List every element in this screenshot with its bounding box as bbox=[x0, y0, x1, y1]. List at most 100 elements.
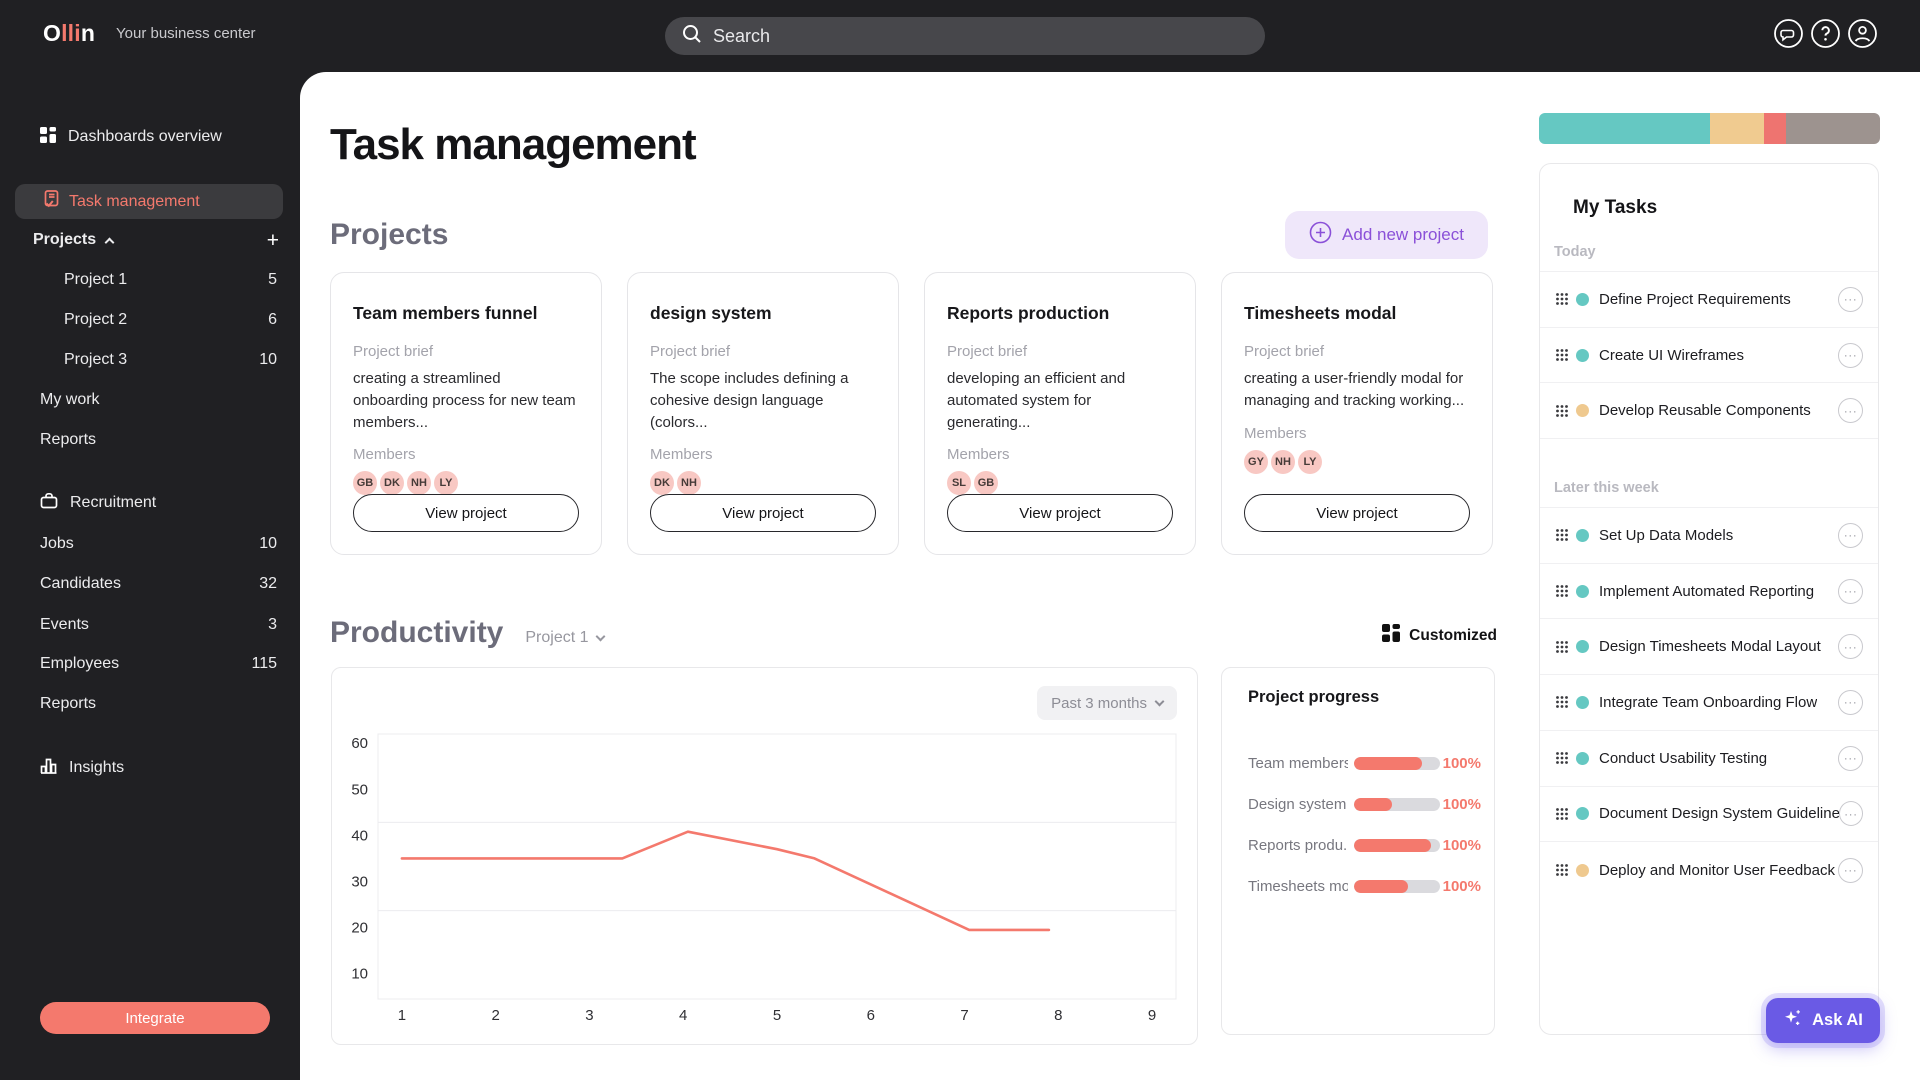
task-row[interactable]: Deploy and Monitor User Feedback ··· bbox=[1540, 842, 1878, 898]
view-project-button[interactable]: View project bbox=[1244, 494, 1470, 532]
drag-handle-icon[interactable] bbox=[1555, 751, 1569, 765]
chevron-up-icon bbox=[104, 237, 115, 247]
sidebar-item-insights[interactable]: Insights bbox=[0, 751, 300, 785]
dashboard-grid-icon bbox=[40, 126, 56, 148]
card-title: Reports production bbox=[947, 303, 1110, 323]
members-label: Members bbox=[650, 446, 713, 464]
customized-toggle[interactable]: Customized bbox=[1382, 624, 1497, 647]
avatar: DK bbox=[650, 471, 674, 496]
task-more-button[interactable]: ··· bbox=[1838, 342, 1863, 368]
drag-handle-icon[interactable] bbox=[1555, 348, 1569, 362]
sidebar-item-events[interactable]: Events 3 bbox=[40, 616, 277, 633]
drag-handle-icon[interactable] bbox=[1555, 807, 1569, 821]
svg-text:9: 9 bbox=[1148, 1007, 1156, 1024]
progress-track bbox=[1354, 798, 1440, 811]
task-more-button[interactable]: ··· bbox=[1838, 634, 1863, 660]
count-badge: 115 bbox=[251, 655, 277, 672]
task-more-button[interactable]: ··· bbox=[1838, 857, 1863, 883]
integrate-button[interactable]: Integrate bbox=[40, 1002, 270, 1034]
task-more-button[interactable]: ··· bbox=[1838, 745, 1863, 771]
task-row[interactable]: Integrate Team Onboarding Flow ··· bbox=[1540, 675, 1878, 731]
card-title: design system bbox=[650, 303, 772, 323]
drag-handle-icon[interactable] bbox=[1555, 528, 1569, 542]
svg-text:1: 1 bbox=[398, 1007, 406, 1024]
sidebar-item-employees[interactable]: Employees 115 bbox=[40, 655, 277, 672]
chat-icon[interactable] bbox=[1773, 18, 1804, 49]
sidebar-item-task-management[interactable]: Task management bbox=[15, 184, 283, 219]
svg-text:50: 50 bbox=[351, 781, 368, 798]
task-status-dot bbox=[1576, 348, 1589, 362]
members-label: Members bbox=[1244, 424, 1307, 442]
task-label: Develop Reusable Components bbox=[1599, 402, 1811, 420]
add-project-plus-icon[interactable]: + bbox=[266, 228, 279, 252]
task-more-button[interactable]: ··· bbox=[1838, 578, 1863, 604]
drag-handle-icon[interactable] bbox=[1555, 863, 1569, 877]
sidebar-item-candidates[interactable]: Candidates 32 bbox=[40, 575, 277, 592]
brief-label: Project brief bbox=[353, 343, 434, 360]
task-more-button[interactable]: ··· bbox=[1838, 398, 1863, 424]
task-more-button[interactable]: ··· bbox=[1838, 286, 1863, 312]
account-icon[interactable] bbox=[1847, 18, 1878, 49]
task-status-dot bbox=[1576, 863, 1589, 877]
svg-text:3: 3 bbox=[585, 1007, 593, 1024]
drag-handle-icon[interactable] bbox=[1555, 640, 1569, 654]
productivity-project-filter[interactable]: Project 1 bbox=[525, 629, 605, 647]
task-label: Create UI Wireframes bbox=[1599, 346, 1745, 364]
time-range-dropdown[interactable]: Past 3 months bbox=[1037, 686, 1177, 720]
sidebar-item-reports-2[interactable]: Reports bbox=[40, 695, 97, 712]
chevron-down-icon bbox=[1154, 696, 1165, 707]
sidebar-item-project-3[interactable]: Project 3 10 bbox=[64, 351, 277, 368]
task-row[interactable]: Implement Automated Reporting ··· bbox=[1540, 564, 1878, 620]
colorbar-segment bbox=[1764, 113, 1787, 144]
search-bar[interactable] bbox=[665, 17, 1265, 55]
drag-handle-icon[interactable] bbox=[1555, 404, 1569, 418]
task-row[interactable]: Conduct Usability Testing ··· bbox=[1540, 731, 1878, 787]
search-input[interactable] bbox=[713, 25, 1249, 47]
task-row[interactable]: Create UI Wireframes ··· bbox=[1540, 328, 1878, 384]
progress-track bbox=[1354, 880, 1440, 893]
sidebar-item-recruitment[interactable]: Recruitment bbox=[0, 486, 300, 520]
add-new-project-button[interactable]: Add new project bbox=[1285, 211, 1488, 259]
card-title: Team members funnel bbox=[353, 303, 538, 323]
project-card-reports-production: Reports production Project brief develop… bbox=[924, 272, 1196, 555]
sidebar-group-projects[interactable]: Projects + bbox=[33, 228, 279, 252]
drag-handle-icon[interactable] bbox=[1555, 292, 1569, 306]
drag-handle-icon[interactable] bbox=[1555, 695, 1569, 709]
task-row[interactable]: Set Up Data Models ··· bbox=[1540, 508, 1878, 564]
search-icon bbox=[681, 23, 703, 50]
app-tagline: Your business center bbox=[116, 25, 256, 42]
sidebar-item-my-work[interactable]: My work bbox=[40, 391, 100, 408]
sidebar-item-reports[interactable]: Reports bbox=[40, 431, 97, 448]
task-status-dot bbox=[1576, 528, 1589, 542]
task-row[interactable]: Design Timesheets Modal Layout ··· bbox=[1540, 619, 1878, 676]
view-project-button[interactable]: View project bbox=[947, 494, 1173, 532]
productivity-line-chart: 60 50 40 30 20 10 1 2 3 4 5 6 7 8 9 bbox=[351, 733, 1177, 1024]
progress-row: Timesheets mo... 100% bbox=[1222, 866, 1494, 907]
task-more-button[interactable]: ··· bbox=[1838, 522, 1863, 548]
avatar: NH bbox=[677, 471, 701, 496]
task-management-icon bbox=[43, 189, 60, 214]
sidebar-item-jobs[interactable]: Jobs 10 bbox=[40, 535, 277, 552]
view-project-button[interactable]: View project bbox=[650, 494, 876, 532]
sidebar-item-project-1[interactable]: Project 1 5 bbox=[64, 271, 277, 288]
task-row[interactable]: Define Project Requirements ··· bbox=[1540, 272, 1878, 328]
count-badge: 5 bbox=[268, 271, 277, 288]
task-row[interactable]: Develop Reusable Components ··· bbox=[1540, 383, 1878, 440]
progress-label: Timesheets mo... bbox=[1248, 878, 1348, 895]
view-project-button[interactable]: View project bbox=[353, 494, 579, 532]
avatar: GB bbox=[353, 471, 377, 496]
task-label: Conduct Usability Testing bbox=[1599, 749, 1768, 767]
help-icon[interactable] bbox=[1810, 18, 1841, 49]
sidebar-item-project-2[interactable]: Project 2 6 bbox=[64, 311, 277, 328]
progress-fill bbox=[1354, 798, 1392, 811]
task-more-button[interactable]: ··· bbox=[1838, 689, 1863, 715]
task-status-dot bbox=[1576, 751, 1589, 765]
ask-ai-button[interactable]: Ask AI bbox=[1766, 998, 1880, 1043]
task-more-button[interactable]: ··· bbox=[1838, 801, 1863, 827]
task-row[interactable]: Document Design System Guidelines ··· bbox=[1540, 787, 1878, 843]
task-label: Design Timesheets Modal Layout bbox=[1599, 638, 1821, 656]
progress-fill bbox=[1354, 757, 1422, 770]
drag-handle-icon[interactable] bbox=[1555, 584, 1569, 598]
sidebar-item-dashboards-overview[interactable]: Dashboards overview bbox=[0, 120, 300, 154]
task-status-dot bbox=[1576, 807, 1589, 821]
